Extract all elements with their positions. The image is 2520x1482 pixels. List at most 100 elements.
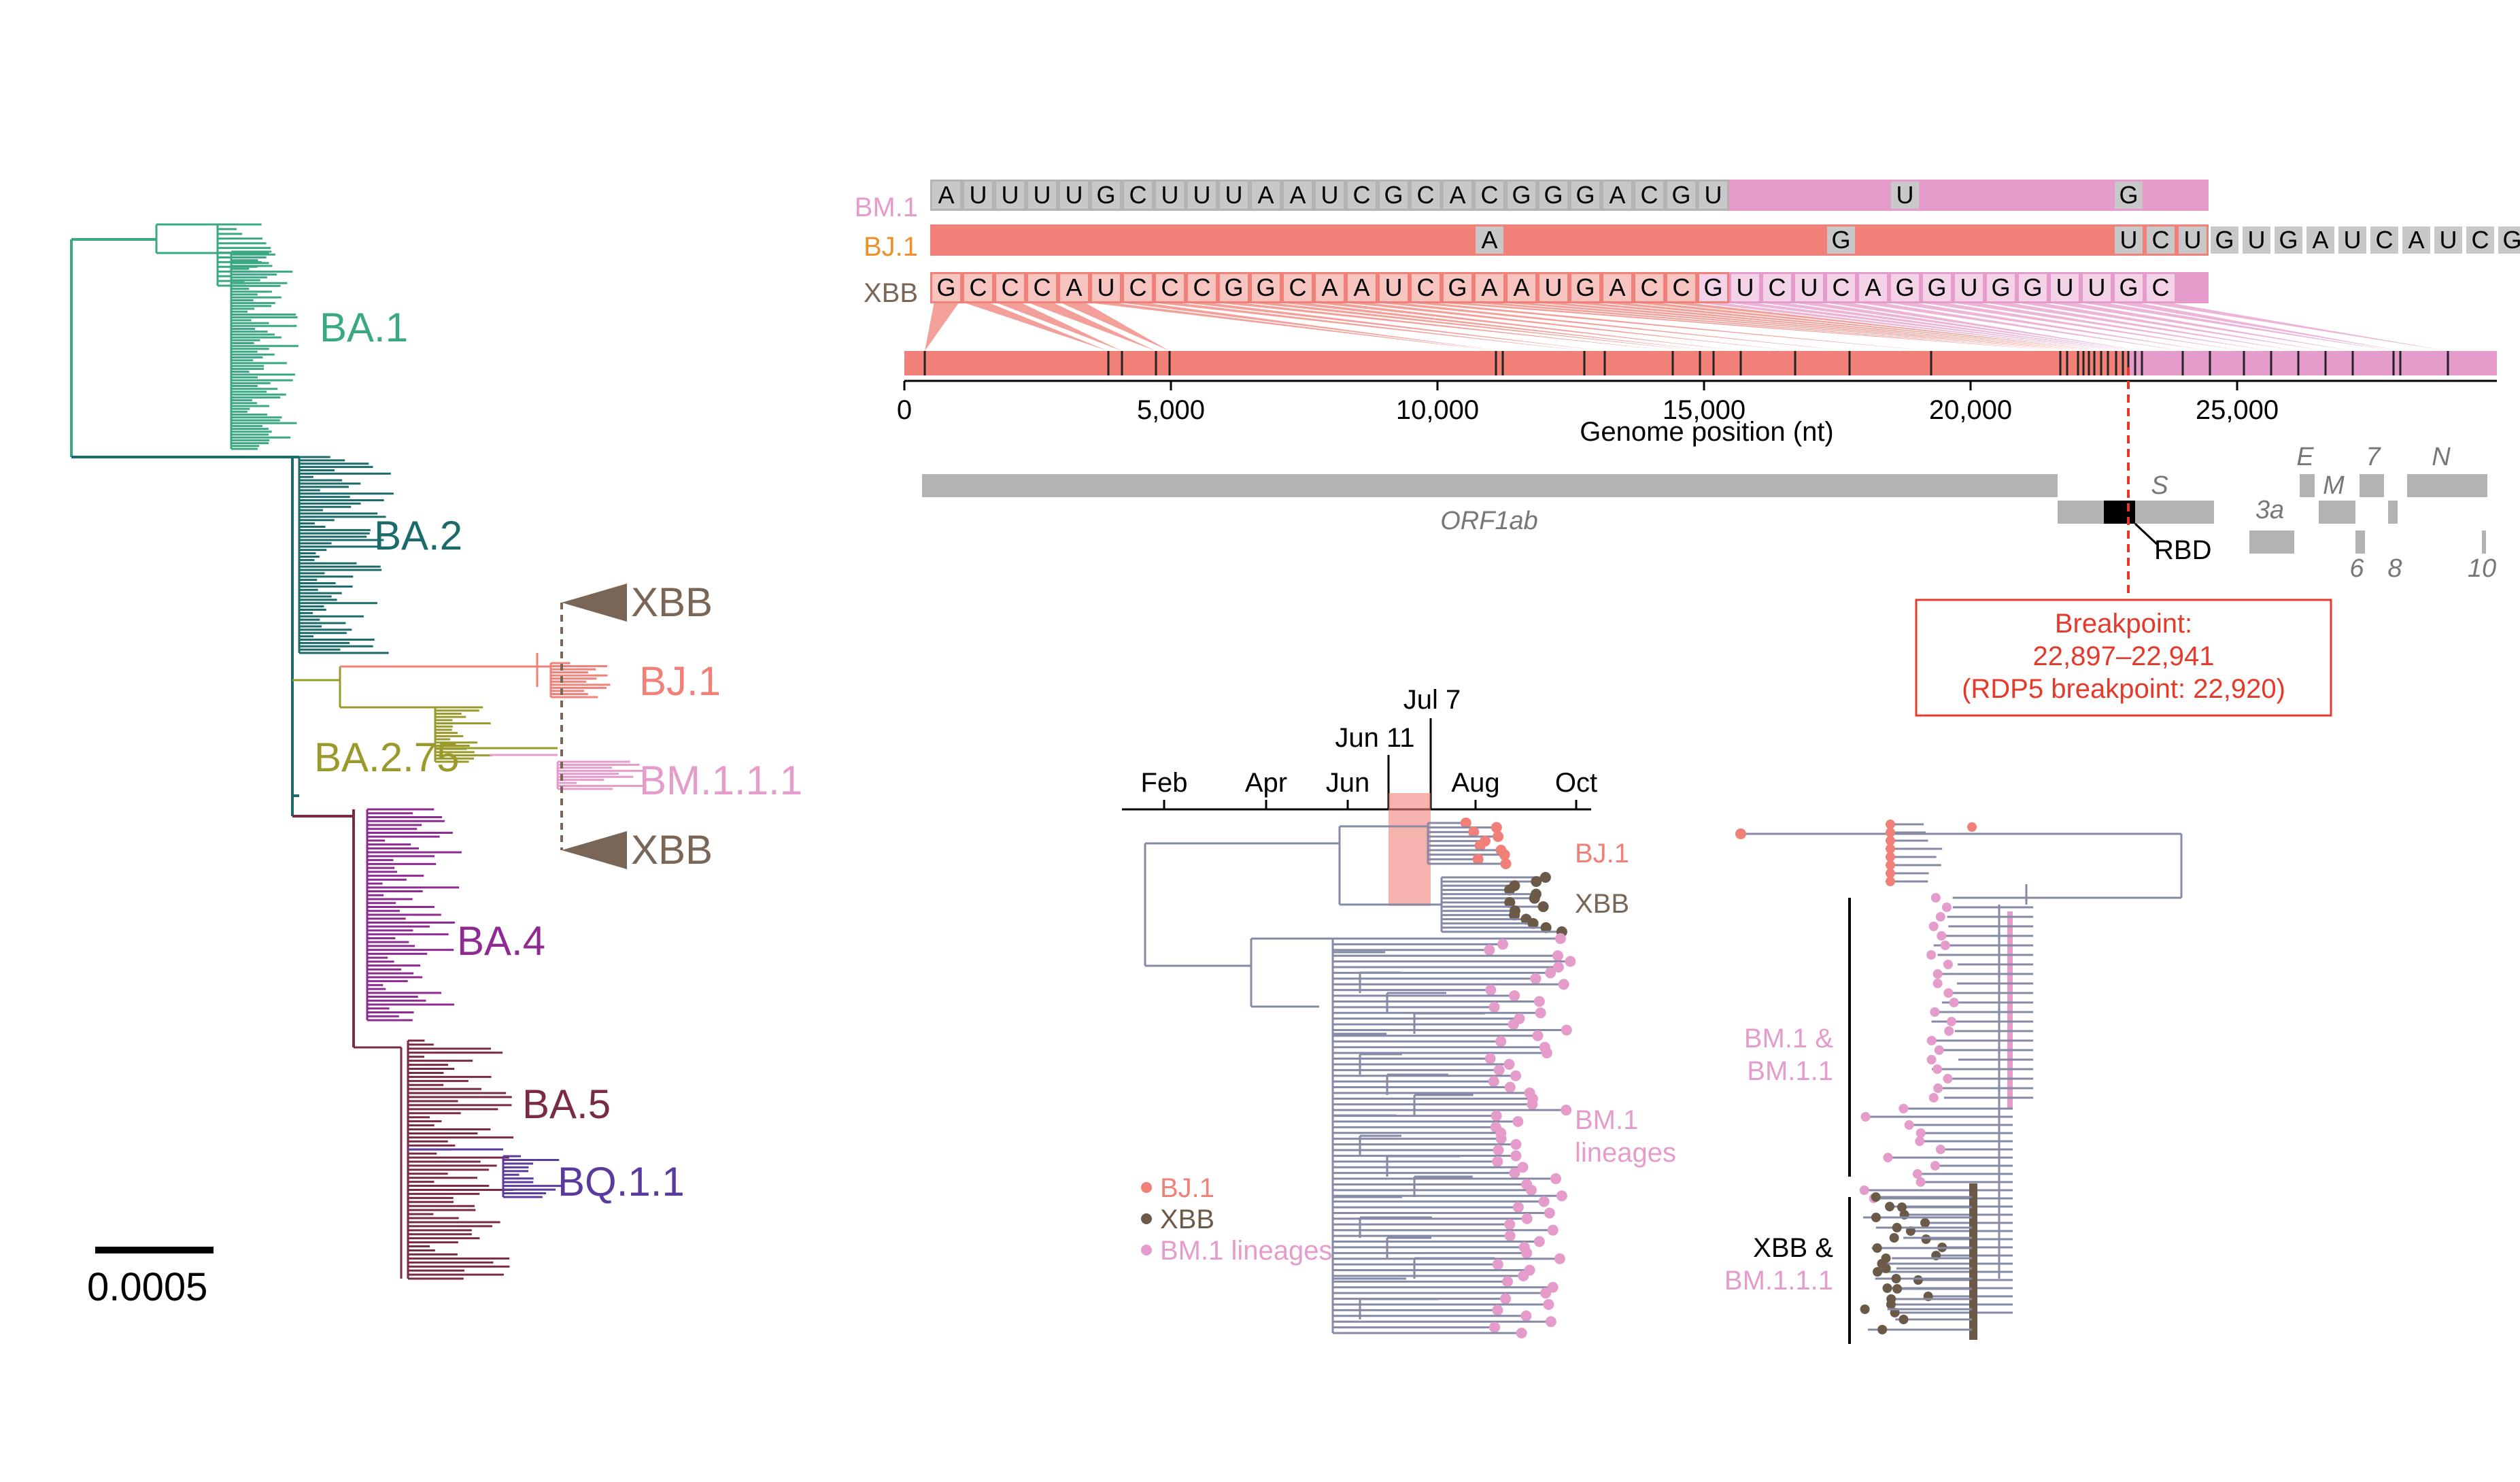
- nucleotide: C: [1353, 181, 1371, 209]
- righttree-tip: [1921, 1234, 1931, 1244]
- alignment-map-fan: [1157, 303, 1584, 351]
- nucleotide: G: [1544, 181, 1563, 209]
- nucleotide: C: [1417, 181, 1435, 209]
- timetree-tip: [1503, 1058, 1515, 1070]
- nucleotide: G: [1927, 273, 1946, 301]
- nucleotide-cell: [1028, 274, 1056, 301]
- nucleotide: U: [2088, 273, 2106, 301]
- nucleotide: C: [970, 273, 987, 301]
- timetree-tip: [1527, 917, 1539, 929]
- righttree-label-xbb-1: XBB &: [1753, 1233, 1833, 1263]
- alignment-map-fan: [1637, 303, 2101, 351]
- breakpoint-box: [1915, 599, 2332, 717]
- marker-jul7: Jul 7: [1403, 685, 1461, 715]
- nucleotide: U: [1034, 181, 1051, 209]
- alignment-map-fan: [1956, 303, 2271, 351]
- righttree-tip: [1889, 1233, 1899, 1243]
- righttree-tip: [1930, 1007, 1940, 1017]
- alignment-map-fan: [1797, 303, 2135, 351]
- nucleotide: G: [1895, 273, 1914, 301]
- alignment-map-fan: [1701, 303, 2116, 351]
- righttree-tip: [1926, 950, 1937, 960]
- recombinant-subtree: [1735, 820, 2183, 1344]
- gene-6-box: [2355, 531, 2365, 554]
- nucleotide-cell: [1635, 182, 1663, 209]
- nucleotide: G: [2279, 226, 2298, 254]
- timetree-tip: [1508, 1019, 1519, 1030]
- nucleotide: G: [1384, 181, 1403, 209]
- righttree-tip: [1943, 988, 1954, 998]
- timetree-label-xbb: XBB: [1575, 889, 1629, 919]
- nucleotide-cell: [1412, 274, 1440, 301]
- timetree-tip: [1556, 1190, 1567, 1202]
- gene-s-label: S: [2151, 471, 2168, 500]
- nucleotide: U: [970, 181, 987, 209]
- nucleotide: G: [2119, 273, 2138, 301]
- nucleotide: A: [938, 181, 954, 209]
- timetree-tip: [1543, 1298, 1554, 1310]
- nucleotide: A: [1321, 273, 1338, 301]
- nucleotide: U: [1896, 181, 1914, 209]
- timetree-tip: [1488, 1001, 1500, 1013]
- phylogenetic-tree: [70, 223, 645, 1280]
- timetree-tip: [1509, 909, 1520, 921]
- righttree-tip: [1940, 941, 1950, 950]
- nucleotide-cell: [1667, 274, 1695, 301]
- clade-label-bm111: BM.1.1.1: [639, 758, 802, 803]
- righttree-tip: [1872, 1243, 1882, 1253]
- nucleotide: C: [1769, 273, 1786, 301]
- nucleotide: G: [1991, 273, 2010, 301]
- time-axis-month: Apr: [1245, 768, 1287, 798]
- nucleotide: G: [1256, 273, 1275, 301]
- gene-3a-box: [2249, 531, 2294, 554]
- alignment-map-fan: [966, 303, 1108, 351]
- nucleotide: A: [1481, 226, 1497, 254]
- timetree-tip: [1489, 1321, 1501, 1333]
- nucleotide-cell: [1891, 274, 1919, 301]
- nucleotide: C: [1129, 273, 1147, 301]
- legend-label-bm1: BM.1 lineages: [1160, 1236, 1332, 1266]
- nucleotide-cell: [1348, 274, 1376, 301]
- righttree-tip: [1904, 1120, 1914, 1130]
- nucleotide: U: [2184, 226, 2202, 254]
- gene-m-box: [2319, 501, 2355, 524]
- alignment-map-fan: [998, 303, 1122, 351]
- nucleotide-cell: [2243, 226, 2270, 254]
- timetree-tip: [1531, 876, 1542, 888]
- genome-axis: 0 5,000 10,000 15,000 20,000 25,000: [897, 380, 2497, 425]
- nucleotide: U: [1960, 273, 1978, 301]
- timetree-tip: [1493, 1145, 1504, 1156]
- nucleotide: U: [1321, 181, 1339, 209]
- breakpoint-title: Breakpoint:: [2055, 609, 2192, 639]
- timetree-tip: [1545, 967, 1556, 979]
- nucleotide: U: [1801, 273, 1818, 301]
- nucleotide-cell: [1284, 182, 1312, 209]
- gene-7-box: [2360, 474, 2384, 497]
- nucleotide: U: [2056, 273, 2074, 301]
- gene-10-box: [2482, 531, 2486, 554]
- righttree-tip: [1886, 860, 1895, 870]
- timetree-tip: [1561, 1105, 1572, 1116]
- alignment-map-fan: [1860, 303, 2183, 351]
- alignment-map-fan: [1765, 303, 2128, 351]
- nucleotide-cell: [1316, 182, 1344, 209]
- nucleotide-cell: [932, 182, 960, 209]
- timetree-tip: [1529, 892, 1540, 904]
- nucleotide: C: [1034, 273, 1051, 301]
- nucleotide-cell: [2115, 226, 2143, 254]
- righttree-tip: [1871, 1192, 1881, 1202]
- alignment-map-fan: [2052, 303, 2353, 351]
- alignment-map-fan: [1061, 303, 1170, 351]
- righttree-thick-pink: [2007, 911, 2013, 1109]
- nucleotide: C: [1673, 273, 1690, 301]
- nucleotide: A: [1513, 273, 1529, 301]
- righttree-tip: [1883, 1153, 1893, 1162]
- nucleotide-cell: [2179, 226, 2207, 254]
- nucleotide-cell: [2275, 226, 2302, 254]
- nucleotide-cell: [1827, 274, 1855, 301]
- righttree-tip: [1933, 1083, 1943, 1093]
- time-axis-month: Oct: [1555, 768, 1597, 798]
- nucleotide: A: [1449, 181, 1465, 209]
- nucleotide-cell: [1923, 274, 1951, 301]
